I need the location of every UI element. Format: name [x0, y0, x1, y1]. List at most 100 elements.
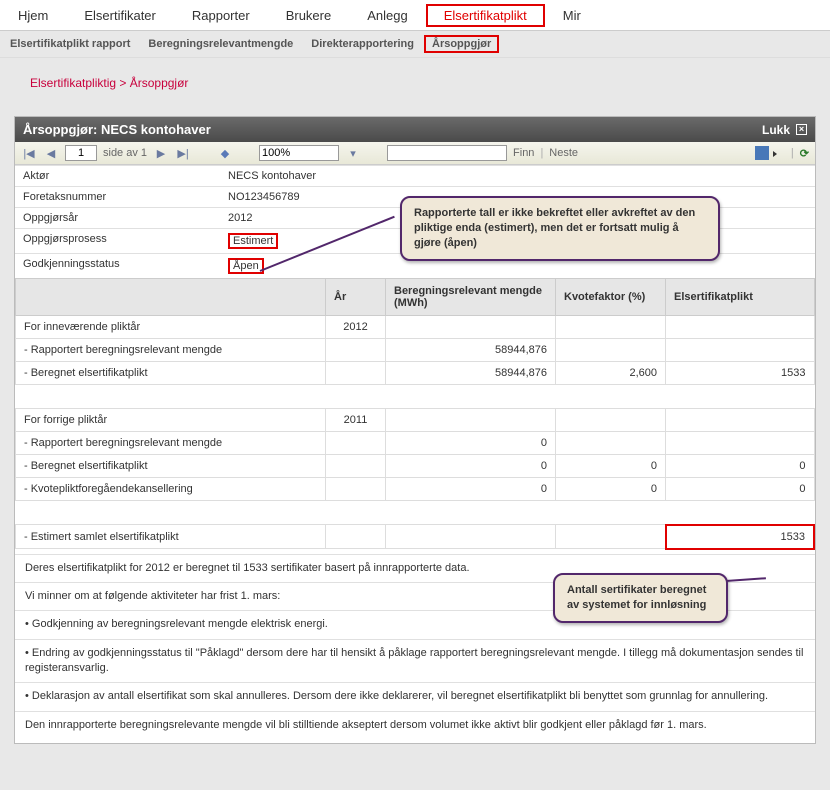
- table-cell: - Rapportert beregningsrelevant mengde: [16, 432, 326, 455]
- table-cell: - Kvotepliktforegåendekansellering: [16, 478, 326, 501]
- table-cell: [556, 385, 666, 409]
- table-cell: [326, 385, 386, 409]
- footnote-line: Den innrapporterte beregningsrelevante m…: [15, 711, 815, 739]
- last-page-icon[interactable]: ▶|: [175, 147, 191, 160]
- table-cell: [666, 501, 815, 525]
- footnote-line: • Endring av godkjenningsstatus til "Påk…: [15, 639, 815, 683]
- back-icon[interactable]: ◆: [217, 147, 233, 160]
- table-cell: 2012: [326, 316, 386, 339]
- table-cell: [386, 501, 556, 525]
- breadcrumb: Elsertifikatpliktig > Årsoppgjør: [0, 58, 830, 104]
- breadcrumb-link-2[interactable]: Årsoppgjør: [130, 76, 189, 90]
- table-cell: 58944,876: [386, 339, 556, 362]
- panel-close-button[interactable]: Lukk ×: [762, 123, 807, 137]
- find-label[interactable]: Finn: [513, 147, 534, 159]
- callout-total: Antall sertifikater beregnet av systemet…: [553, 573, 728, 623]
- table-cell: 1533: [666, 525, 815, 549]
- table-cell: [386, 385, 556, 409]
- find-input[interactable]: [387, 145, 507, 161]
- table-cell: [326, 525, 386, 549]
- page-of-label: side av 1: [103, 147, 147, 159]
- table-cell: [326, 501, 386, 525]
- main-nav-item[interactable]: Elsertifikatplikt: [426, 4, 545, 27]
- zoom-select[interactable]: [259, 145, 339, 161]
- table-header: År: [326, 279, 386, 316]
- table-header: [16, 279, 326, 316]
- data-table: ÅrBeregningsrelevant mengde (MWh)Kvotefa…: [15, 278, 815, 550]
- table-cell: - Rapportert beregningsrelevant mengde: [16, 339, 326, 362]
- table-cell: 2,600: [556, 362, 666, 385]
- callout-estimert: Rapporterte tall er ikke bekreftet eller…: [400, 196, 720, 261]
- table-cell: [556, 409, 666, 432]
- table-cell: For forrige pliktår: [16, 409, 326, 432]
- main-nav-item[interactable]: Anlegg: [349, 4, 425, 27]
- table-cell: [666, 385, 815, 409]
- sub-nav-item[interactable]: Elsertifikatplikt rapport: [2, 35, 138, 53]
- panel-header: Årsoppgjør: NECS kontohaver Lukk ×: [15, 117, 815, 142]
- sub-nav-item[interactable]: Beregningsrelevantmengde: [140, 35, 301, 53]
- main-nav-item[interactable]: Hjem: [0, 4, 66, 27]
- table-cell: [326, 432, 386, 455]
- first-page-icon[interactable]: |◀: [21, 147, 37, 160]
- table-cell: [666, 339, 815, 362]
- panel-close-label: Lukk: [762, 123, 790, 137]
- table-cell: 0: [386, 478, 556, 501]
- table-cell: [556, 339, 666, 362]
- table-cell: [666, 432, 815, 455]
- table-cell: 58944,876: [386, 362, 556, 385]
- footnote-line: • Deklarasjon av antall elsertifikat som…: [15, 682, 815, 710]
- next-label[interactable]: Neste: [549, 147, 578, 159]
- main-nav-item[interactable]: Rapporter: [174, 4, 268, 27]
- table-cell: [556, 525, 666, 549]
- table-cell: [556, 316, 666, 339]
- prev-page-icon[interactable]: ◀: [43, 147, 59, 160]
- table-cell: [386, 409, 556, 432]
- table-header: Elsertifikatplikt: [666, 279, 815, 316]
- save-icon[interactable]: [755, 146, 769, 160]
- table-cell: 0: [556, 455, 666, 478]
- table-cell: [326, 339, 386, 362]
- table-cell: [386, 525, 556, 549]
- breadcrumb-link-1[interactable]: Elsertifikatpliktig: [30, 76, 116, 90]
- table-cell: For inneværende pliktår: [16, 316, 326, 339]
- table-cell: 0: [666, 478, 815, 501]
- info-label: Aktør: [15, 166, 220, 187]
- table-cell: 2011: [326, 409, 386, 432]
- table-cell: [16, 501, 326, 525]
- toolbar-sep: |: [540, 147, 543, 159]
- report-toolbar: |◀ ◀ side av 1 ▶ ▶| ◆ ▾ Finn | Neste | ⟳: [15, 142, 815, 165]
- main-nav: HjemElsertifikaterRapporterBrukereAnlegg…: [0, 0, 830, 31]
- sub-nav-item[interactable]: Årsoppgjør: [424, 35, 499, 53]
- main-nav-item[interactable]: Elsertifikater: [66, 4, 174, 27]
- info-label: Oppgjørsår: [15, 208, 220, 229]
- main-nav-item[interactable]: Mir: [545, 4, 599, 27]
- table-cell: 1533: [666, 362, 815, 385]
- sub-nav-item[interactable]: Direkterapportering: [303, 35, 422, 53]
- table-cell: [666, 409, 815, 432]
- table-cell: [666, 316, 815, 339]
- refresh-icon[interactable]: ⟳: [800, 147, 809, 160]
- table-cell: [326, 455, 386, 478]
- table-header: Kvotefaktor (%): [556, 279, 666, 316]
- zoom-dropdown-icon[interactable]: ▾: [345, 147, 361, 160]
- next-page-icon[interactable]: ▶: [153, 147, 169, 160]
- breadcrumb-sep: >: [116, 76, 130, 90]
- info-label: Foretaksnummer: [15, 187, 220, 208]
- table-cell: [326, 362, 386, 385]
- table-cell: 0: [556, 478, 666, 501]
- table-cell: [556, 432, 666, 455]
- table-cell: 0: [386, 455, 556, 478]
- table-header: Beregningsrelevant mengde (MWh): [386, 279, 556, 316]
- table-cell: [556, 501, 666, 525]
- table-cell: [326, 478, 386, 501]
- sub-nav: Elsertifikatplikt rapportBeregningsrelev…: [0, 31, 830, 58]
- table-cell: [386, 316, 556, 339]
- close-icon: ×: [796, 124, 807, 135]
- table-cell: 0: [666, 455, 815, 478]
- main-nav-item[interactable]: Brukere: [268, 4, 350, 27]
- table-cell: [16, 385, 326, 409]
- table-cell: 0: [386, 432, 556, 455]
- info-label: Oppgjørsprosess: [15, 229, 220, 254]
- page-input[interactable]: [65, 145, 97, 161]
- info-label: Godkjenningsstatus: [15, 254, 220, 279]
